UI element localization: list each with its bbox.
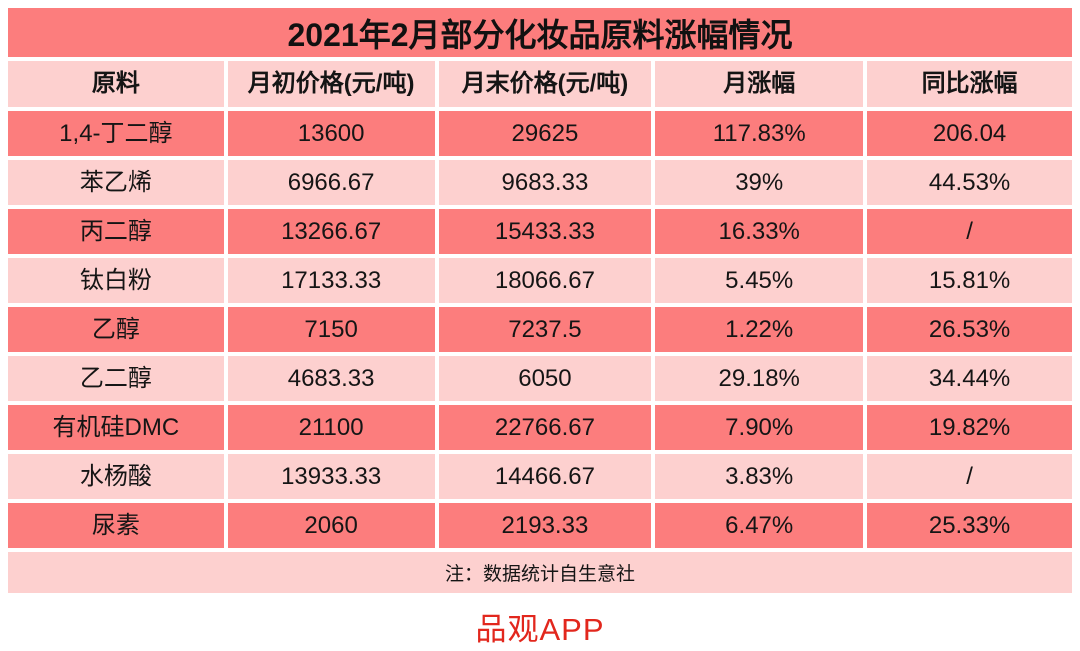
cell-material: 1,4-丁二醇 (8, 111, 224, 156)
cell-start-price: 13933.33 (227, 454, 435, 499)
column-header-material: 原料 (8, 61, 224, 107)
column-header-month-end-price: 月末价格(元/吨) (438, 61, 652, 107)
table-note: 注：数据统计自生意社 (8, 552, 1072, 593)
table-row: 有机硅DMC 21100 22766.67 7.90% 19.82% (8, 405, 1072, 450)
cell-end-price: 22766.67 (438, 405, 652, 450)
cell-yoy-increase: 26.53% (867, 307, 1072, 352)
cell-yoy-increase: 44.53% (867, 160, 1072, 205)
cell-monthly-increase: 3.83% (655, 454, 864, 499)
table-row: 尿素 2060 2193.33 6.47% 25.33% (8, 503, 1072, 548)
cell-yoy-increase: 34.44% (867, 356, 1072, 401)
cell-end-price: 2193.33 (438, 503, 652, 548)
price-table-frame: 2021年2月部分化妆品原料涨幅情况 原料 月初价格(元/吨) 月末价格(元/吨… (8, 0, 1072, 593)
cell-material: 钛白粉 (8, 258, 224, 303)
cell-end-price: 6050 (438, 356, 652, 401)
cell-monthly-increase: 5.45% (655, 258, 864, 303)
cell-yoy-increase: / (867, 454, 1072, 499)
cell-start-price: 6966.67 (227, 160, 435, 205)
table-row: 苯乙烯 6966.67 9683.33 39% 44.53% (8, 160, 1072, 205)
cell-material: 苯乙烯 (8, 160, 224, 205)
cell-monthly-increase: 1.22% (655, 307, 864, 352)
cell-start-price: 13600 (227, 111, 435, 156)
cell-end-price: 15433.33 (438, 209, 652, 254)
table-row: 丙二醇 13266.67 15433.33 16.33% / (8, 209, 1072, 254)
cell-monthly-increase: 29.18% (655, 356, 864, 401)
table-row: 乙醇 7150 7237.5 1.22% 26.53% (8, 307, 1072, 352)
cell-material: 水杨酸 (8, 454, 224, 499)
column-header-yoy-increase: 同比涨幅 (867, 61, 1072, 107)
cell-monthly-increase: 7.90% (655, 405, 864, 450)
cell-yoy-increase: 206.04 (867, 111, 1072, 156)
cell-material: 乙二醇 (8, 356, 224, 401)
table-row: 1,4-丁二醇 13600 29625 117.83% 206.04 (8, 111, 1072, 156)
table-row: 乙二醇 4683.33 6050 29.18% 34.44% (8, 356, 1072, 401)
cell-yoy-increase: 15.81% (867, 258, 1072, 303)
cell-material: 乙醇 (8, 307, 224, 352)
cell-start-price: 21100 (227, 405, 435, 450)
cell-end-price: 7237.5 (438, 307, 652, 352)
cell-yoy-increase: 19.82% (867, 405, 1072, 450)
cell-end-price: 9683.33 (438, 160, 652, 205)
cell-start-price: 17133.33 (227, 258, 435, 303)
cell-material: 丙二醇 (8, 209, 224, 254)
cell-material: 有机硅DMC (8, 405, 224, 450)
table-title: 2021年2月部分化妆品原料涨幅情况 (8, 8, 1072, 57)
cell-start-price: 2060 (227, 503, 435, 548)
cell-yoy-increase: / (867, 209, 1072, 254)
cell-end-price: 29625 (438, 111, 652, 156)
table-header-row: 原料 月初价格(元/吨) 月末价格(元/吨) 月涨幅 同比涨幅 (8, 61, 1072, 107)
column-header-month-start-price: 月初价格(元/吨) (227, 61, 435, 107)
cell-monthly-increase: 16.33% (655, 209, 864, 254)
pinguan-app-logo: 品观APP (475, 612, 605, 647)
cell-end-price: 14466.67 (438, 454, 652, 499)
cell-yoy-increase: 25.33% (867, 503, 1072, 548)
cell-start-price: 7150 (227, 307, 435, 352)
cell-start-price: 13266.67 (227, 209, 435, 254)
cell-end-price: 18066.67 (438, 258, 652, 303)
column-header-monthly-increase: 月涨幅 (655, 61, 864, 107)
cell-material: 尿素 (8, 503, 224, 548)
cell-monthly-increase: 39% (655, 160, 864, 205)
table-row: 水杨酸 13933.33 14466.67 3.83% / (8, 454, 1072, 499)
cell-monthly-increase: 117.83% (655, 111, 864, 156)
table-row: 钛白粉 17133.33 18066.67 5.45% 15.81% (8, 258, 1072, 303)
cell-start-price: 4683.33 (227, 356, 435, 401)
cell-monthly-increase: 6.47% (655, 503, 864, 548)
